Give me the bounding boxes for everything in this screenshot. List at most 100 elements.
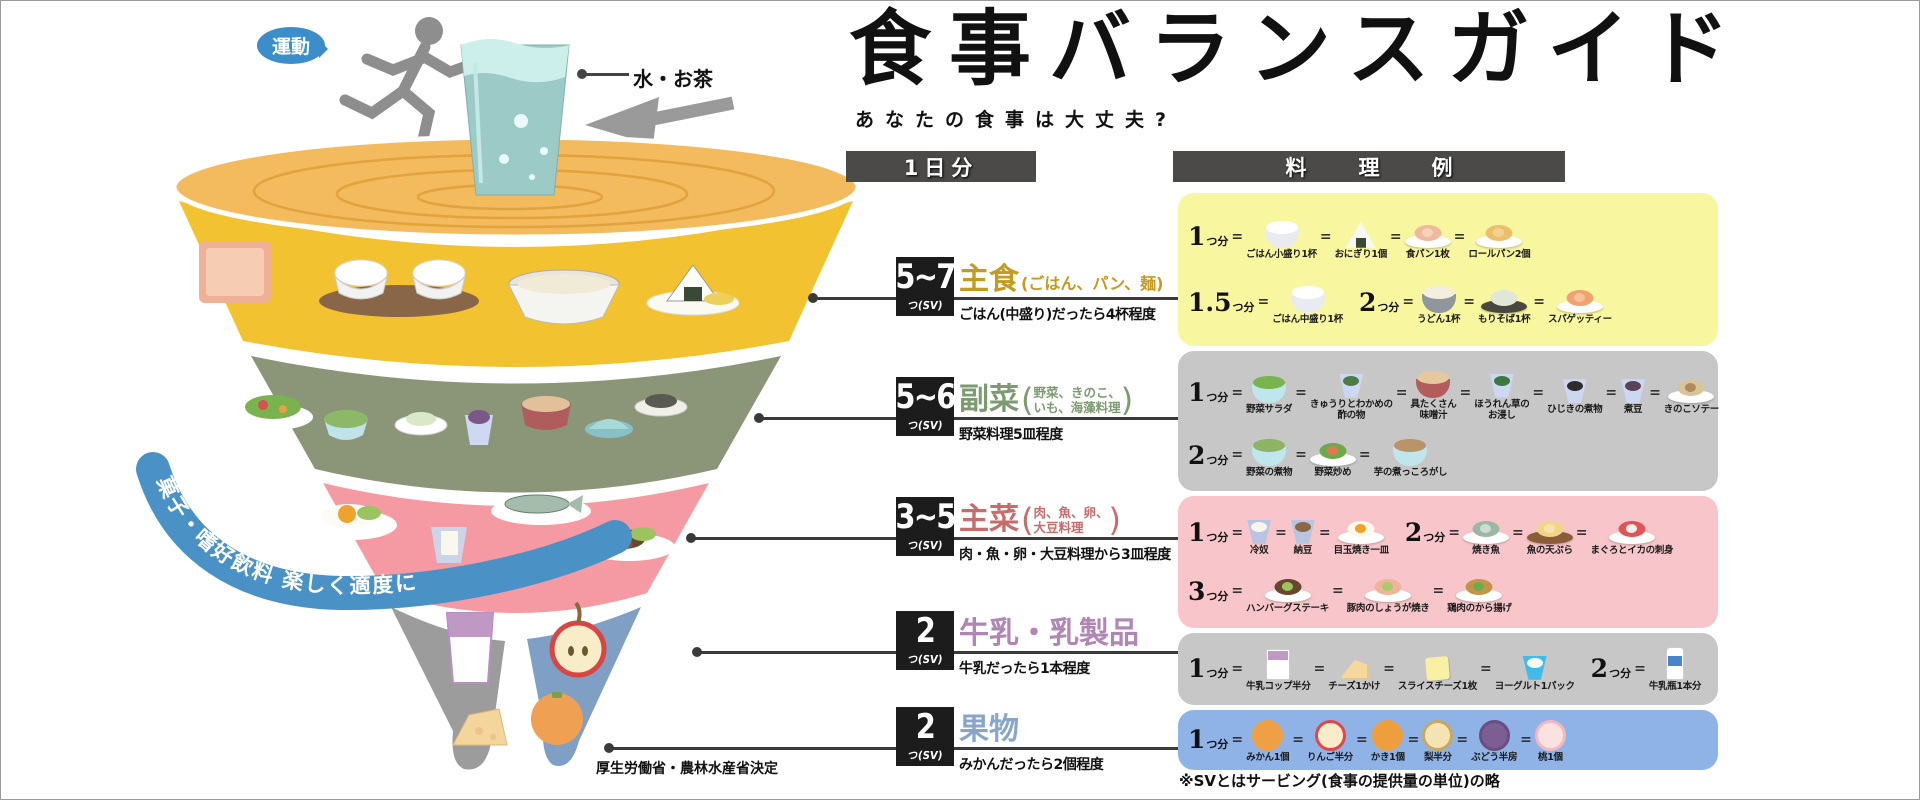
sv-count-badge: 2 つ(SV) (896, 707, 954, 766)
equals-sign: = (1231, 660, 1244, 677)
dish-icon-box (1264, 214, 1299, 248)
milk-cup-icon (1266, 648, 1291, 680)
persimmon-icon (1372, 719, 1404, 751)
dish-label: ぶどう半房 (1471, 751, 1518, 763)
dish-label: おにぎり1個 (1334, 248, 1388, 260)
panel-row: 2 つ分 = 野菜の煮物 = 野菜炒め = 芋の煮っころがし (1188, 432, 1708, 478)
category-paren: (野菜、きのこ、 いも、海藻料理) (1021, 381, 1134, 420)
portion-unit: つ分 (1609, 667, 1632, 681)
equals-sign: = (1649, 384, 1661, 401)
equals-sign: = (1456, 731, 1469, 748)
portion-number: 1 (1188, 725, 1206, 755)
dish-examples-panel-vegetable: 1 つ分 = 野菜サラダ = きゅうりとわかめの 酢の物 = 具たくさん 味噌汁 = ほうれん草の… (1178, 351, 1719, 491)
portion-unit: つ分 (1206, 453, 1229, 467)
dish-icon-box (1393, 432, 1428, 466)
rice-bowl-small-icon (1264, 220, 1299, 248)
category-rule (959, 651, 1181, 654)
dish-item: スパゲッティー (1548, 279, 1612, 325)
dish-icon-box (1526, 510, 1573, 544)
dish-icon-box (1556, 279, 1603, 313)
equals-sign: = (1257, 294, 1270, 311)
vinegared-dish-icon (1339, 373, 1364, 398)
dish-label: 鶏肉のから揚げ (1447, 602, 1512, 614)
category-description: 野菜料理5皿程度 (959, 427, 1063, 443)
category-leader-dot (686, 533, 696, 543)
equals-sign: = (1480, 660, 1492, 677)
paren-close: ) (1120, 381, 1134, 420)
dish-label: ハンバーグステーキ (1246, 602, 1329, 614)
dish-item: 食パン1枚 (1404, 214, 1451, 260)
category-leader-dot (604, 743, 614, 753)
portion-group: 3 つ分 = ハンバーグステーキ = 豚肉のしょうが焼き = 鶏肉のから揚げ (1188, 568, 1512, 614)
dish-label: ひじきの煮物 (1547, 404, 1603, 416)
dish-icon-box (1252, 717, 1284, 751)
dish-icon-box (1478, 717, 1510, 751)
dish-item: ほうれん草の お浸し (1474, 364, 1530, 422)
dish-label: 牛乳瓶1本分 (1648, 680, 1702, 692)
sv-count-badge: 5~6 つ(SV) (895, 377, 956, 436)
panel-row: 3 つ分 = ハンバーグステーキ = 豚肉のしょうが焼き = 鶏肉のから揚げ (1188, 568, 1708, 614)
salad-bowl-icon (1252, 376, 1287, 404)
dish-icon-box (1345, 214, 1376, 248)
dish-icon-box (1476, 214, 1523, 248)
equals-sign: = (1448, 524, 1460, 541)
sv-count-badge: 2 つ(SV) (896, 611, 954, 670)
category-main: 主食 (ごはん、パン、麺) ごはん(中盛り)だったら4杯程度 (959, 257, 1181, 324)
dish-item: かき1個 (1371, 717, 1405, 763)
paren-open: ( (1021, 501, 1034, 540)
sliced-cheese-icon (1424, 655, 1450, 681)
paren-close: ) (1108, 501, 1121, 540)
dish-icon-box (1620, 369, 1646, 404)
equals-sign: = (1383, 660, 1395, 677)
hijiki-icon (1562, 379, 1587, 404)
onigiri-icon (1345, 221, 1376, 248)
category-paren: (肉、魚、卵、 大豆料理) (1021, 501, 1121, 540)
dish-label: 冷奴 (1249, 544, 1269, 556)
equals-sign: = (1395, 384, 1408, 401)
dish-label: ほうれん草の お浸し (1474, 398, 1530, 421)
panel-row: 1 つ分 = 野菜サラダ = きゅうりとわかめの 酢の物 = 具たくさん 味噌汁 = ほうれん草の… (1188, 364, 1719, 422)
dish-item: 鶏肉のから揚げ (1447, 568, 1512, 614)
natto-icon (1290, 519, 1315, 544)
equals-sign: = (1231, 447, 1244, 464)
category-name: 主菜 (959, 502, 1019, 537)
portion-label: 1 つ分 (1188, 378, 1228, 407)
cold-tofu-icon (1247, 519, 1272, 544)
equals-sign: = (1331, 583, 1344, 600)
sashimi-icon (1608, 530, 1655, 544)
portion-unit: つ分 (1206, 531, 1229, 545)
sv-count-unit: つ(SV) (906, 653, 944, 666)
dish-item: 桃1個 (1534, 717, 1566, 763)
portion-label: 3 つ分 (1188, 577, 1228, 606)
equals-sign: = (1407, 731, 1420, 748)
equals-sign: = (1231, 583, 1244, 600)
category-main: 果物 みかんだったら2個程度 (959, 707, 1181, 774)
sv-count-value: 2 (915, 611, 936, 651)
sv-count-unit: つ(SV) (906, 539, 944, 552)
equals-sign: = (1319, 228, 1332, 245)
paren-line: 肉、魚、卵、 (1033, 505, 1109, 521)
dish-icon-box (1252, 432, 1287, 466)
dish-item: チーズ1かけ (1328, 646, 1380, 692)
category-description: ごはん(中盛り)だったら4杯程度 (959, 307, 1156, 323)
apple-half-icon (1314, 719, 1346, 751)
dish-item: 牛乳瓶1本分 (1649, 646, 1701, 692)
dish-icon-box (1481, 279, 1528, 313)
water-leader-line (583, 73, 629, 76)
dish-icon-box (1462, 510, 1509, 544)
dish-label: 野菜炒め (1314, 467, 1352, 478)
dish-icon-box (1365, 568, 1412, 602)
bread-slice-icon (1404, 234, 1451, 248)
category-name: 主食 (959, 262, 1019, 297)
sv-count-unit: つ(SV) (906, 749, 944, 762)
category-leader-line (609, 747, 961, 750)
portion-unit: つ分 (1206, 391, 1229, 404)
equals-sign: = (1231, 731, 1244, 748)
dish-icon-box (1456, 568, 1503, 602)
dish-icon-box (1252, 369, 1287, 404)
sv-count-badge: 3~5 つ(SV) (895, 497, 956, 556)
equals-sign: = (1634, 660, 1646, 677)
equals-sign: = (1432, 583, 1445, 600)
dish-item: 野菜炒め (1309, 432, 1356, 478)
dish-label: 豚肉のしょうが焼き (1346, 602, 1430, 614)
